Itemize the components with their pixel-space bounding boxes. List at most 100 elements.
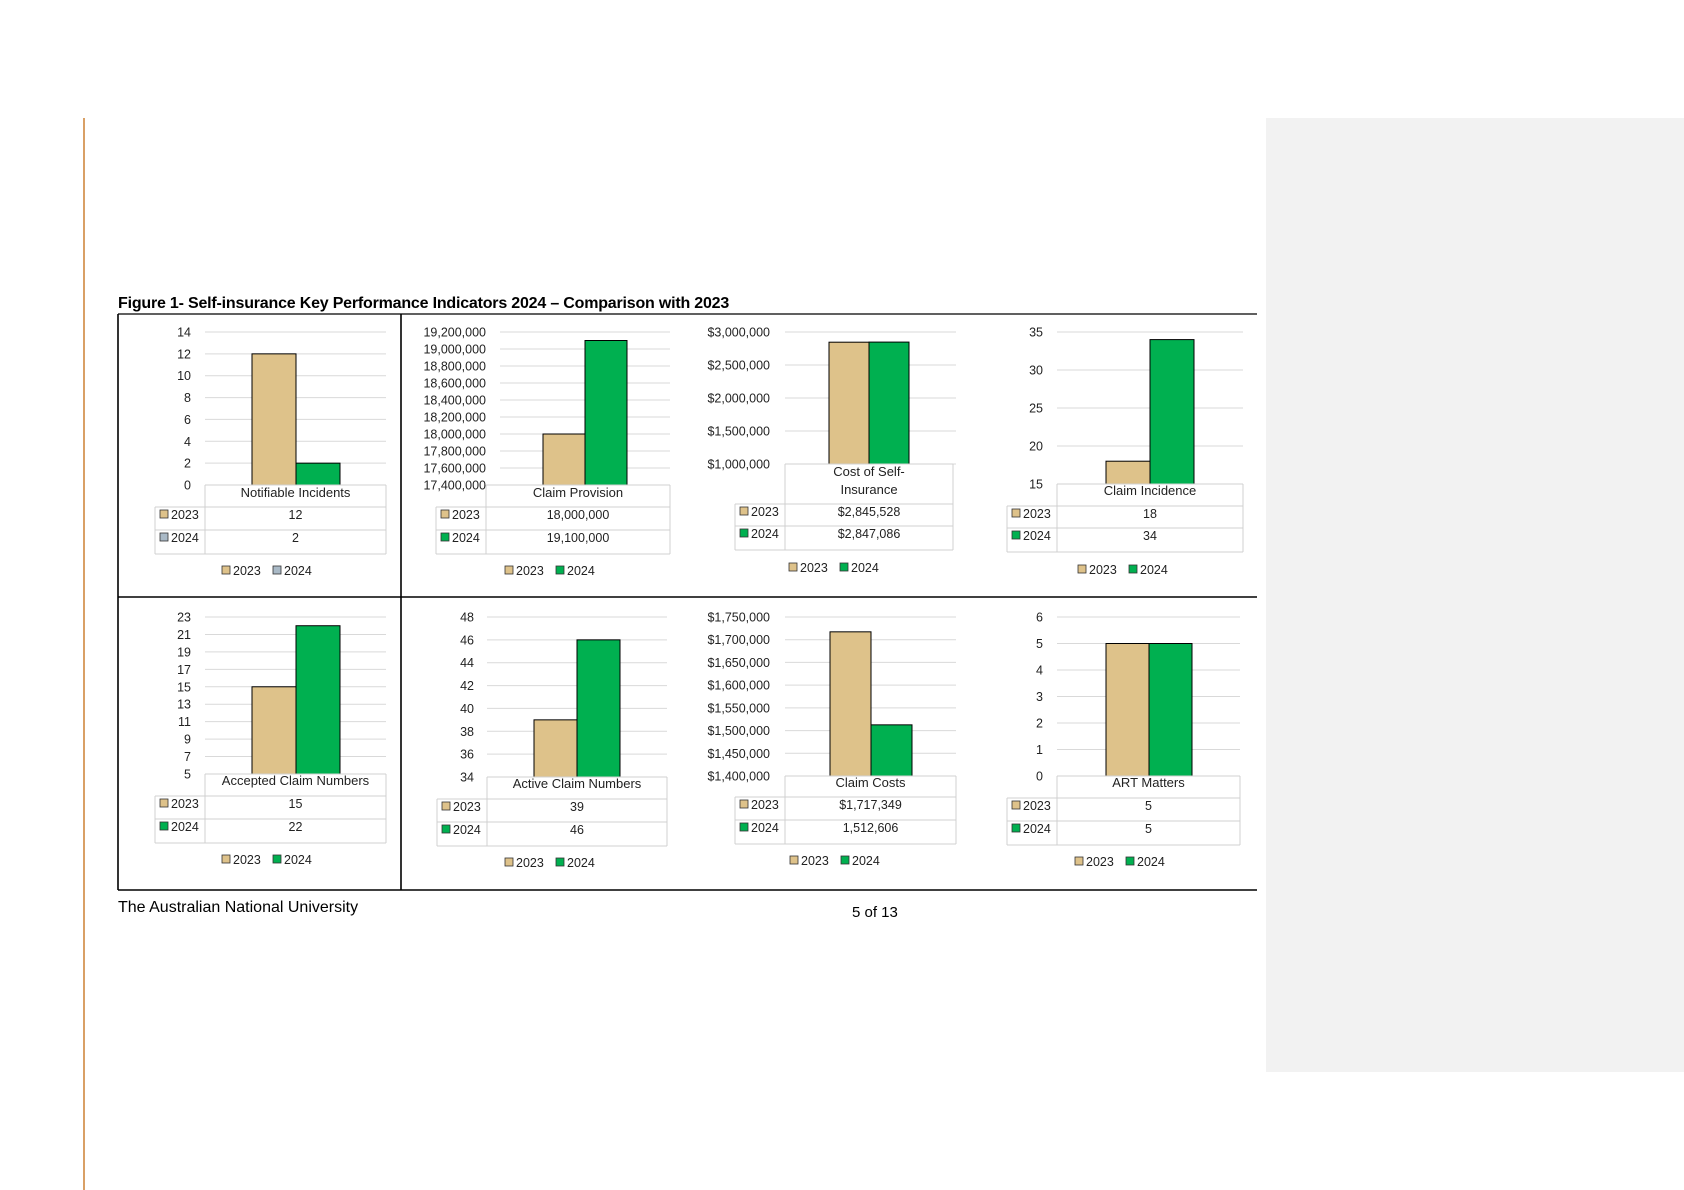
y-tick-label: 7	[184, 750, 191, 764]
y-tick-label: 11	[178, 715, 191, 729]
bar-2024	[1149, 339, 1195, 485]
y-tick-label: 36	[460, 748, 474, 762]
y-tick-label: 34	[460, 771, 474, 785]
legend-key	[504, 565, 514, 575]
legend-label: 2023	[233, 564, 261, 578]
table-series-name: 2024	[1023, 529, 1051, 543]
y-tick-label: 15	[1029, 478, 1043, 492]
table-value: 22	[289, 820, 303, 834]
legend-key	[1128, 564, 1138, 574]
chart-accepted-claim-numbers: 5 7 9 11 13 15 17 19 21 23 Accepted Claim Numbers 2…	[154, 611, 387, 867]
bar-2023	[251, 353, 297, 486]
table-value: $2,847,086	[838, 527, 901, 541]
y-tick-label: 14	[177, 326, 191, 340]
table-legend-key	[1011, 823, 1021, 833]
y-tick-label: 48	[460, 611, 474, 625]
y-tick-label: 5	[1036, 637, 1043, 651]
table-series-name: 2024	[751, 821, 779, 835]
y-tick-label: 18,200,000	[423, 411, 486, 425]
y-tick-label: 18,400,000	[423, 394, 486, 408]
y-tick-label: 6	[1036, 611, 1043, 625]
bar-2024	[295, 462, 341, 486]
legend-label: 2023	[516, 856, 544, 870]
table-legend-key	[1011, 530, 1021, 540]
bar-2023	[1105, 460, 1151, 485]
table-series-name: 2024	[751, 527, 779, 541]
y-tick-label: 3	[1036, 690, 1043, 704]
y-tick-label: $1,750,000	[707, 611, 770, 625]
bar-2024	[1148, 643, 1193, 777]
bar-2023	[829, 631, 872, 777]
legend-key	[788, 562, 798, 572]
y-tick-label: 35	[1029, 326, 1043, 340]
bar-2024	[870, 724, 913, 777]
table-legend-key	[159, 532, 169, 542]
y-tick-label: 17	[177, 663, 191, 677]
y-tick-label: 9	[184, 733, 191, 747]
legend-key	[840, 855, 850, 865]
figure-frame	[117, 313, 1257, 891]
table-value: 1,512,606	[843, 821, 899, 835]
chart-claim-costs: $1,400,000 $1,450,000 $1,500,000 $1,550,000…	[707, 611, 957, 868]
legend-key	[272, 565, 282, 575]
y-tick-label: 4	[1036, 664, 1043, 678]
y-tick-label: $1,450,000	[707, 747, 770, 761]
y-tick-label: 42	[460, 679, 474, 693]
y-tick-label: 4	[184, 435, 191, 449]
y-tick-label: 5	[184, 768, 191, 782]
legend-label: 2023	[233, 853, 261, 867]
table-value: 2	[292, 531, 299, 545]
y-tick-label: 15	[177, 680, 191, 694]
table-legend-key	[739, 528, 749, 538]
legend-key	[1077, 564, 1087, 574]
legend-key	[221, 854, 231, 864]
y-tick-label: $1,600,000	[707, 679, 770, 693]
table-series-name: 2024	[453, 823, 481, 837]
legend-label: 2023	[516, 564, 544, 578]
table-series-name: 2023	[171, 797, 199, 811]
legend-label: 2024	[284, 853, 312, 867]
legend-label: 2024	[284, 564, 312, 578]
y-tick-label: 38	[460, 725, 474, 739]
legend-label: 2023	[800, 561, 828, 575]
legend-label: 2023	[1089, 563, 1117, 577]
y-tick-label: 6	[184, 413, 191, 427]
table-series-name: 2023	[171, 508, 199, 522]
legend-key	[839, 562, 849, 572]
y-tick-label: 40	[460, 702, 474, 716]
y-tick-label: 21	[177, 628, 191, 642]
legend-key	[789, 855, 799, 865]
y-tick-label: $1,650,000	[707, 656, 770, 670]
chart-active-claim-numbers: 34 36 38 40 42 44 46 48 Active Claim Numbers 2023…	[436, 611, 668, 870]
table-value: 46	[570, 823, 584, 837]
bar-2024	[295, 625, 341, 775]
y-tick-label: $3,000,000	[707, 326, 770, 340]
y-tick-label: 18,800,000	[423, 360, 486, 374]
category-label: Notifiable Incidents	[241, 485, 351, 500]
table-value: $1,717,349	[839, 798, 902, 812]
table-series-name: 2024	[1023, 822, 1051, 836]
y-tick-label: 17,800,000	[423, 445, 486, 459]
y-tick-label: 8	[184, 391, 191, 405]
y-tick-label: $2,500,000	[707, 359, 770, 373]
y-tick-label: 17,600,000	[423, 462, 486, 476]
bar-2023	[542, 433, 586, 486]
legend-key	[555, 565, 565, 575]
table-legend-key	[739, 506, 749, 516]
category-label: Claim Incidence	[1104, 483, 1197, 498]
y-tick-label: 25	[1029, 402, 1043, 416]
chart-art-matters: 0 1 2 3 4 5 6 ART Matters 2023 5 2024 5 2023 2024	[1006, 611, 1241, 869]
bar-2023	[251, 686, 297, 775]
legend-label: 2024	[567, 564, 595, 578]
table-series-name: 2024	[171, 820, 199, 834]
y-tick-label: $1,400,000	[707, 770, 770, 784]
bar-2024	[868, 341, 910, 465]
category-label: ART Matters	[1112, 775, 1185, 790]
bar-2023	[828, 341, 870, 465]
table-legend-key	[1011, 800, 1021, 810]
footer-organisation: The Australian National University	[118, 899, 359, 916]
bar-2023	[533, 719, 578, 778]
y-tick-label: $1,500,000	[707, 724, 770, 738]
category-label: Accepted Claim Numbers	[222, 773, 370, 788]
